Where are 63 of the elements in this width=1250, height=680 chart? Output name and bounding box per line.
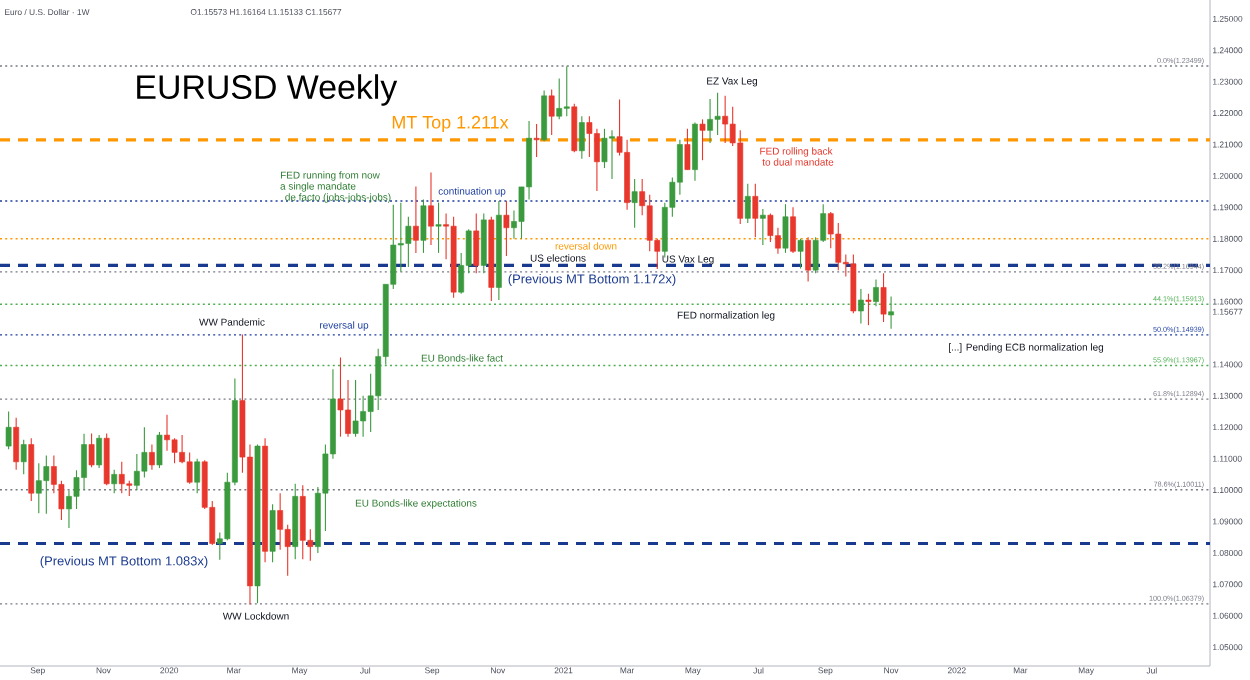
- candlestick: [533, 123, 540, 158]
- candlestick: [684, 128, 691, 171]
- candlestick: [345, 379, 351, 438]
- candlestick: [744, 183, 751, 224]
- candlestick: [563, 65, 570, 117]
- candlestick: [277, 492, 284, 551]
- candlestick: [578, 115, 585, 160]
- candlestick: [850, 253, 857, 314]
- candlestick: [571, 103, 578, 153]
- candlestick: [435, 202, 442, 254]
- candlestick: [480, 213, 487, 274]
- ref-line-label: MT Top 1.211x: [392, 115, 509, 133]
- candlestick: [133, 453, 140, 491]
- candlestick: [141, 426, 148, 479]
- candlestick: [352, 379, 359, 438]
- candlestick: [20, 439, 27, 475]
- candlestick: [473, 213, 480, 274]
- candlestick: [103, 432, 110, 486]
- candlestick: [594, 128, 600, 192]
- candlestick: [790, 206, 796, 254]
- candlestick: [503, 200, 510, 257]
- candlestick: [797, 238, 804, 270]
- candlestick: [13, 417, 20, 471]
- candlestick: [707, 98, 713, 144]
- candlestick: [269, 503, 276, 563]
- candlestick: [43, 454, 50, 515]
- candlestick: [631, 178, 638, 229]
- candlestick: [420, 198, 427, 254]
- candlestick: [880, 272, 887, 323]
- candlestick: [805, 236, 811, 283]
- candlestick: [5, 410, 12, 450]
- candlestick: [149, 443, 155, 471]
- candlestick: [556, 77, 563, 120]
- candlestick: [194, 458, 201, 494]
- candlestick: [873, 279, 879, 307]
- candlestick: [548, 88, 555, 136]
- candlestick: [111, 469, 118, 494]
- candlestick: [96, 434, 103, 469]
- candlestick: [35, 462, 42, 514]
- candlestick: [888, 295, 894, 330]
- candlestick: [699, 118, 706, 161]
- candlestick: [752, 183, 759, 238]
- candlestick: [360, 395, 366, 438]
- candlestick: [782, 203, 789, 254]
- candlestick: [164, 414, 170, 452]
- text: EURUSD Weekly: [137, 74, 398, 106]
- candlestick: [759, 208, 766, 246]
- candlestick: [428, 171, 434, 246]
- candlestick: [118, 461, 125, 494]
- candlestick: [541, 89, 548, 142]
- candlestick: [865, 293, 872, 326]
- candlestick: [156, 431, 163, 469]
- candlestick: [858, 288, 864, 325]
- candlestick: [88, 432, 95, 468]
- candlestick: [337, 356, 344, 438]
- candlestick: [714, 92, 721, 136]
- candlestick: [81, 433, 87, 491]
- candlestick: [692, 121, 698, 182]
- candlestick: [609, 129, 615, 180]
- candlestick: [413, 186, 419, 254]
- candlestick: [405, 216, 412, 268]
- candlestick: [722, 95, 729, 144]
- candlestick: [299, 484, 306, 560]
